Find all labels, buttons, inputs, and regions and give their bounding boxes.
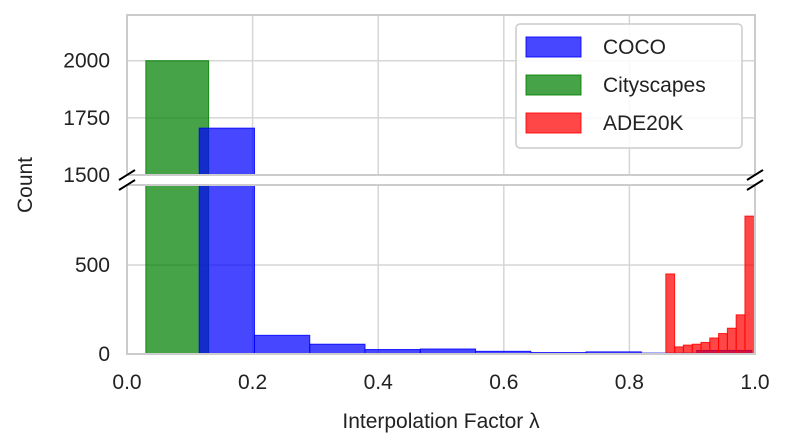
x-tick-labels: 0.0 0.2 0.4 0.6 0.8 1.0 xyxy=(112,371,769,394)
ade20k-bar-lower xyxy=(744,215,756,355)
x-tick-label: 0.0 xyxy=(112,371,141,394)
ade20k-bar-lower xyxy=(726,327,737,355)
break-mark-upper xyxy=(118,169,136,181)
coco-legend-label: COCO xyxy=(603,36,666,59)
lower-panel-frame xyxy=(126,184,756,355)
x-tick-label: 0.6 xyxy=(489,371,518,394)
ade20k-legend-swatch xyxy=(525,112,582,134)
y-tick-label-upper: 1750 xyxy=(63,107,110,130)
coco-bar-upper xyxy=(198,127,255,176)
ade20k-bar-lower xyxy=(700,341,711,355)
upper-panel-bars xyxy=(145,60,255,176)
break-mark-upper xyxy=(746,169,764,181)
cityscapes-legend-swatch xyxy=(525,74,582,96)
x-axis-label: Interpolation Factor λ xyxy=(342,410,540,433)
ade20k-bar-lower xyxy=(709,337,720,355)
lower-panel-bars xyxy=(145,184,756,355)
ade20k-bar-lower xyxy=(674,346,684,355)
x-tick-label: 0.8 xyxy=(615,371,644,394)
y-tick-label-upper: 2000 xyxy=(63,50,110,73)
cityscapes-bar-upper xyxy=(145,60,210,176)
y-tick-label-upper: 1500 xyxy=(63,164,110,187)
cityscapes-legend-label: Cityscapes xyxy=(603,74,706,97)
coco-legend-swatch xyxy=(525,36,582,58)
ade20k-bar-lower xyxy=(735,314,746,355)
coco-bar-lower xyxy=(198,184,255,355)
ade20k-legend-label: ADE20K xyxy=(603,112,684,135)
y-tick-label-lower: 0 xyxy=(98,343,110,366)
y-tick-labels: 1500 1750 2000 0 500 xyxy=(63,50,110,366)
x-tick-label: 1.0 xyxy=(740,371,769,394)
y-axis-label: Count xyxy=(14,157,37,213)
x-tick-label: 0.2 xyxy=(238,371,267,394)
coco-bar-lower xyxy=(253,334,311,355)
cityscapes-bar-lower xyxy=(145,184,210,355)
ade20k-bar-lower xyxy=(665,273,676,355)
y-tick-label-lower: 500 xyxy=(75,254,110,277)
ade20k-bar-lower xyxy=(691,343,702,355)
axis-break-marks xyxy=(118,169,764,191)
ade20k-bar-lower xyxy=(718,333,728,355)
break-mark-lower xyxy=(118,179,136,191)
break-mark-lower xyxy=(746,179,764,191)
x-tick-label: 0.4 xyxy=(364,371,394,394)
legend: COCO Cityscapes ADE20K xyxy=(515,23,743,149)
upper-panel-frame xyxy=(126,14,756,176)
ade20k-bar-lower xyxy=(682,344,693,355)
coco-bar-lower xyxy=(309,343,366,355)
